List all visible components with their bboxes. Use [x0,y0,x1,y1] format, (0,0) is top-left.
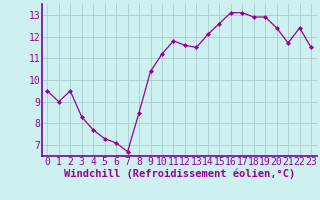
X-axis label: Windchill (Refroidissement éolien,°C): Windchill (Refroidissement éolien,°C) [64,169,295,179]
